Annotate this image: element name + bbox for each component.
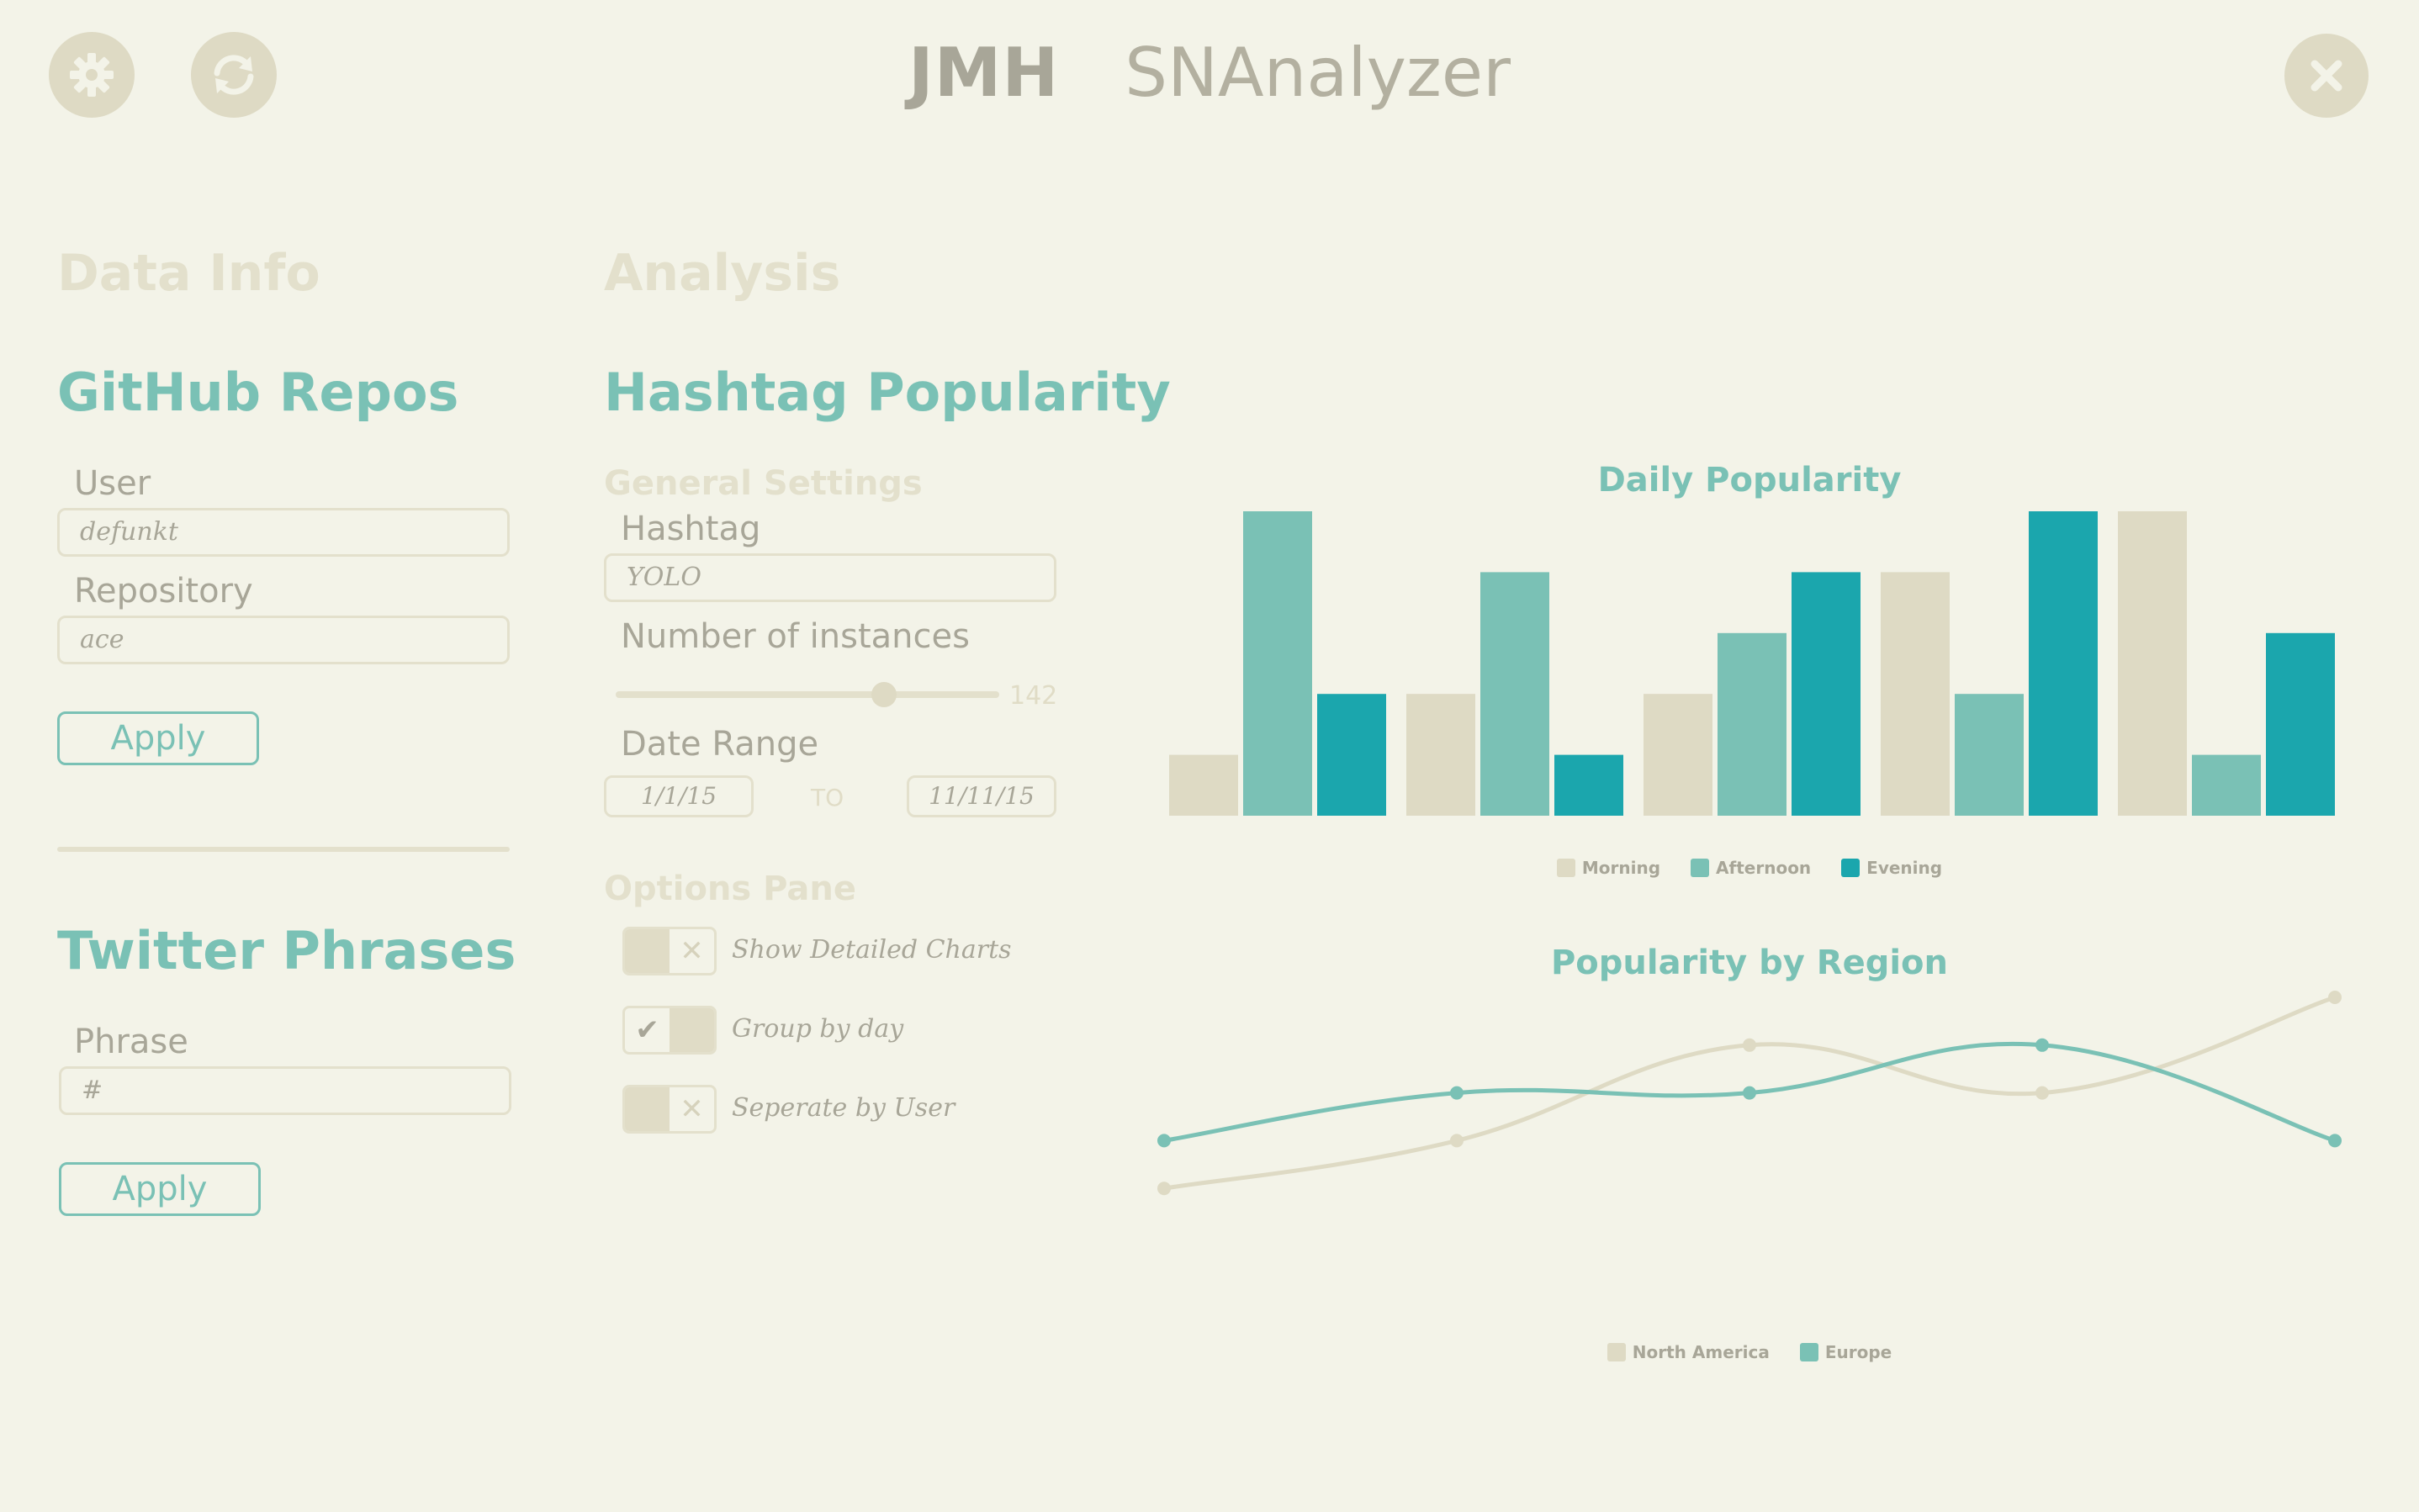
refresh-button[interactable]	[191, 32, 277, 118]
data-info-heading: Data Info	[57, 244, 320, 303]
legend-north-america: North America	[1606, 1342, 1770, 1362]
option-label: Group by day	[732, 1014, 904, 1044]
repository-label: Repository	[74, 572, 253, 611]
gear-icon	[70, 53, 114, 97]
daily-popularity-chart	[1169, 511, 2335, 816]
option-toggle[interactable]: ✔	[622, 1006, 717, 1055]
user-input[interactable]: defunkt	[57, 508, 510, 557]
toggle-knob	[625, 929, 670, 973]
toggle-knob	[670, 1008, 714, 1052]
bar-evening-2	[1554, 754, 1623, 816]
date-range-label: Date Range	[621, 725, 819, 764]
legend-swatch-north-america	[1606, 1343, 1626, 1361]
legend-europe: Europe	[1799, 1342, 1892, 1362]
x-icon: ✕	[680, 1092, 704, 1126]
legend-swatch-europe	[1799, 1343, 1818, 1361]
repository-input[interactable]: ace	[57, 616, 510, 664]
legend-afternoon: Afternoon	[1691, 858, 1811, 878]
legend-label-europe: Europe	[1824, 1342, 1892, 1362]
bar-morning-2	[1406, 694, 1475, 816]
point-europe-2	[1450, 1086, 1464, 1100]
user-label: User	[74, 464, 151, 503]
twitter-apply-button[interactable]: Apply	[59, 1162, 261, 1216]
legend-label-morning: Morning	[1581, 858, 1661, 878]
phrase-input[interactable]: #	[59, 1066, 511, 1115]
option-label: Seperate by User	[732, 1093, 955, 1123]
bar-afternoon-1	[1243, 511, 1312, 816]
instances-label: Number of instances	[621, 617, 970, 656]
bar-morning-3	[1644, 694, 1712, 816]
option-toggle[interactable]: ✕	[622, 1085, 717, 1134]
x-icon: ✕	[680, 934, 704, 968]
point-europe-4	[2035, 1038, 2049, 1052]
bar-afternoon-3	[1718, 632, 1786, 816]
legend-evening: Evening	[1841, 858, 1942, 878]
hashtag-input[interactable]: YOLO	[604, 553, 1056, 602]
bar-morning-4	[1881, 572, 1950, 816]
app-name: SNAnalyzer	[1125, 34, 1511, 112]
options-pane-heading: Options Pane	[604, 870, 856, 908]
legend-label-north-america: North America	[1632, 1342, 1770, 1362]
bar-evening-4	[2029, 511, 2098, 816]
legend-swatch-afternoon	[1691, 859, 1710, 877]
legend-morning: Morning	[1556, 858, 1661, 878]
refresh-icon	[214, 55, 254, 95]
bar-morning-1	[1169, 754, 1238, 816]
bar-evening-5	[2266, 632, 2335, 816]
point-north-america-4	[2035, 1086, 2049, 1100]
point-north-america-2	[1450, 1134, 1464, 1148]
bar-evening-3	[1792, 572, 1861, 816]
github-repos-title: GitHub Repos	[57, 362, 459, 423]
point-europe-1	[1157, 1134, 1171, 1148]
analysis-heading: Analysis	[604, 244, 841, 303]
close-icon	[2310, 60, 2342, 92]
point-europe-3	[1743, 1086, 1756, 1100]
instances-slider[interactable]	[616, 691, 999, 698]
close-button[interactable]	[2284, 34, 2369, 118]
date-to-input[interactable]: 11/11/15	[907, 775, 1056, 817]
option-label: Show Detailed Charts	[732, 935, 1012, 965]
popularity-by-region-title: Popularity by Region	[1550, 944, 1949, 982]
instances-value: 142	[1009, 681, 1058, 711]
legend-label-afternoon: Afternoon	[1716, 858, 1812, 878]
toggle-knob	[625, 1087, 670, 1131]
bar-afternoon-5	[2192, 754, 2261, 816]
point-europe-5	[2328, 1134, 2342, 1148]
logo: JMH	[908, 34, 1060, 112]
daily-popularity-legend: Morning Afternoon Evening	[1161, 858, 2338, 878]
general-settings-heading: General Settings	[604, 464, 923, 503]
twitter-phrases-title: Twitter Phrases	[57, 920, 516, 981]
hashtag-popularity-title: Hashtag Popularity	[604, 362, 1171, 423]
hashtag-label: Hashtag	[621, 510, 761, 548]
bar-afternoon-4	[1955, 694, 2024, 816]
phrase-label: Phrase	[74, 1023, 188, 1061]
daily-popularity-title: Daily Popularity	[1597, 461, 1902, 500]
brand: JMH SNAnalyzer	[0, 34, 2419, 112]
legend-swatch-morning	[1556, 859, 1575, 877]
settings-button[interactable]	[49, 32, 135, 118]
option-toggle[interactable]: ✕	[622, 927, 717, 975]
point-north-america-5	[2328, 991, 2342, 1004]
instances-slider-thumb[interactable]	[871, 682, 897, 707]
legend-label-evening: Evening	[1866, 858, 1943, 878]
point-north-america-1	[1157, 1182, 1171, 1196]
bar-morning-5	[2118, 511, 2187, 816]
date-to-label: TO	[811, 784, 844, 812]
point-north-america-3	[1743, 1038, 1756, 1052]
check-icon: ✔	[635, 1013, 659, 1047]
popularity-by-region-legend: North America Europe	[1161, 1342, 2338, 1362]
bar-afternoon-2	[1480, 572, 1549, 816]
popularity-by-region-chart	[1157, 991, 2342, 1196]
github-apply-button[interactable]: Apply	[57, 711, 259, 765]
bar-evening-1	[1317, 694, 1386, 816]
date-from-input[interactable]: 1/1/15	[604, 775, 754, 817]
section-divider	[57, 847, 510, 852]
legend-swatch-evening	[1841, 859, 1861, 877]
